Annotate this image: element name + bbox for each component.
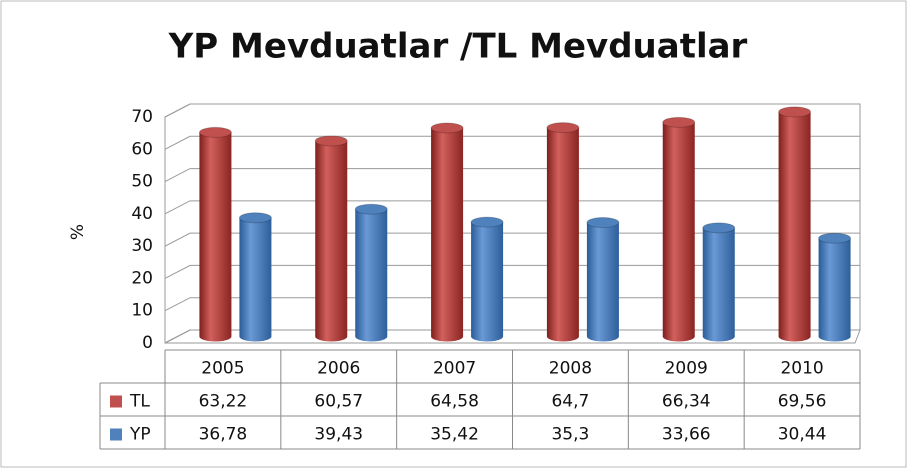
cylinder-top [198, 126, 232, 138]
table-value: 39,43 [314, 425, 363, 445]
y-tick-label: 30 [131, 236, 153, 256]
y-tick-label: 60 [131, 139, 153, 159]
legend-label: YP [129, 425, 151, 445]
bar [471, 222, 504, 337]
y-tick-label: 20 [131, 268, 153, 288]
bar [586, 222, 619, 337]
bar [778, 111, 811, 337]
grid-line [164, 297, 860, 312]
y-tick-label: 40 [131, 204, 153, 224]
cylinder-top [354, 203, 388, 215]
grid-line [164, 103, 860, 118]
cylinder-top [470, 216, 504, 228]
bar [431, 127, 464, 337]
table-value: 35,42 [430, 425, 479, 445]
table-value: 63,22 [199, 392, 248, 412]
bar [239, 217, 272, 337]
bar [546, 127, 579, 337]
x-tick-label: 2006 [317, 359, 360, 379]
legend-label: TL [129, 392, 150, 412]
x-tick-label: 2005 [201, 359, 244, 379]
table-value: 64,58 [430, 392, 479, 412]
x-tick-label: 2010 [780, 359, 823, 379]
table-value: 35,3 [551, 425, 589, 445]
x-tick-label: 2008 [549, 359, 592, 379]
y-tick-label: 70 [131, 107, 153, 127]
cylinder-top [586, 217, 620, 229]
cylinder-top [238, 212, 272, 224]
table-value: 36,78 [199, 425, 248, 445]
y-tick-label: 10 [131, 301, 153, 321]
cylinder-top [702, 222, 736, 234]
bar [199, 132, 232, 337]
cylinder-top [430, 122, 464, 134]
bar [662, 122, 695, 337]
grid-line [164, 168, 860, 183]
grid-line [164, 135, 860, 150]
cylinder-top [546, 122, 580, 134]
x-tick-label: 2009 [665, 359, 708, 379]
y-tick-label: 50 [131, 172, 153, 192]
bar [315, 140, 348, 337]
y-axis-label: % [68, 224, 88, 240]
x-tick-label: 2007 [433, 359, 476, 379]
grid-line [164, 329, 860, 344]
cylinder-top [818, 232, 852, 244]
chart-title: YP Mevduatlar /TL Mevduatlar [168, 27, 748, 67]
bar [355, 209, 388, 337]
y-tick-label: 0 [142, 333, 153, 353]
table-value: 60,57 [314, 392, 363, 412]
table-value: 33,66 [662, 425, 711, 445]
table-value: 66,34 [662, 392, 711, 412]
grid-line [164, 200, 860, 215]
grid-line [164, 232, 860, 247]
table-value: 64,7 [551, 392, 589, 412]
cylinder-top [778, 106, 812, 118]
cylinder-top [662, 116, 696, 128]
cylinder-top [314, 135, 348, 147]
legend-swatch [110, 395, 122, 408]
bar [818, 238, 851, 337]
legend-swatch [110, 428, 122, 441]
table-value: 30,44 [778, 425, 827, 445]
grid-line [164, 264, 860, 279]
bar [702, 227, 735, 337]
table-value: 69,56 [778, 392, 827, 412]
